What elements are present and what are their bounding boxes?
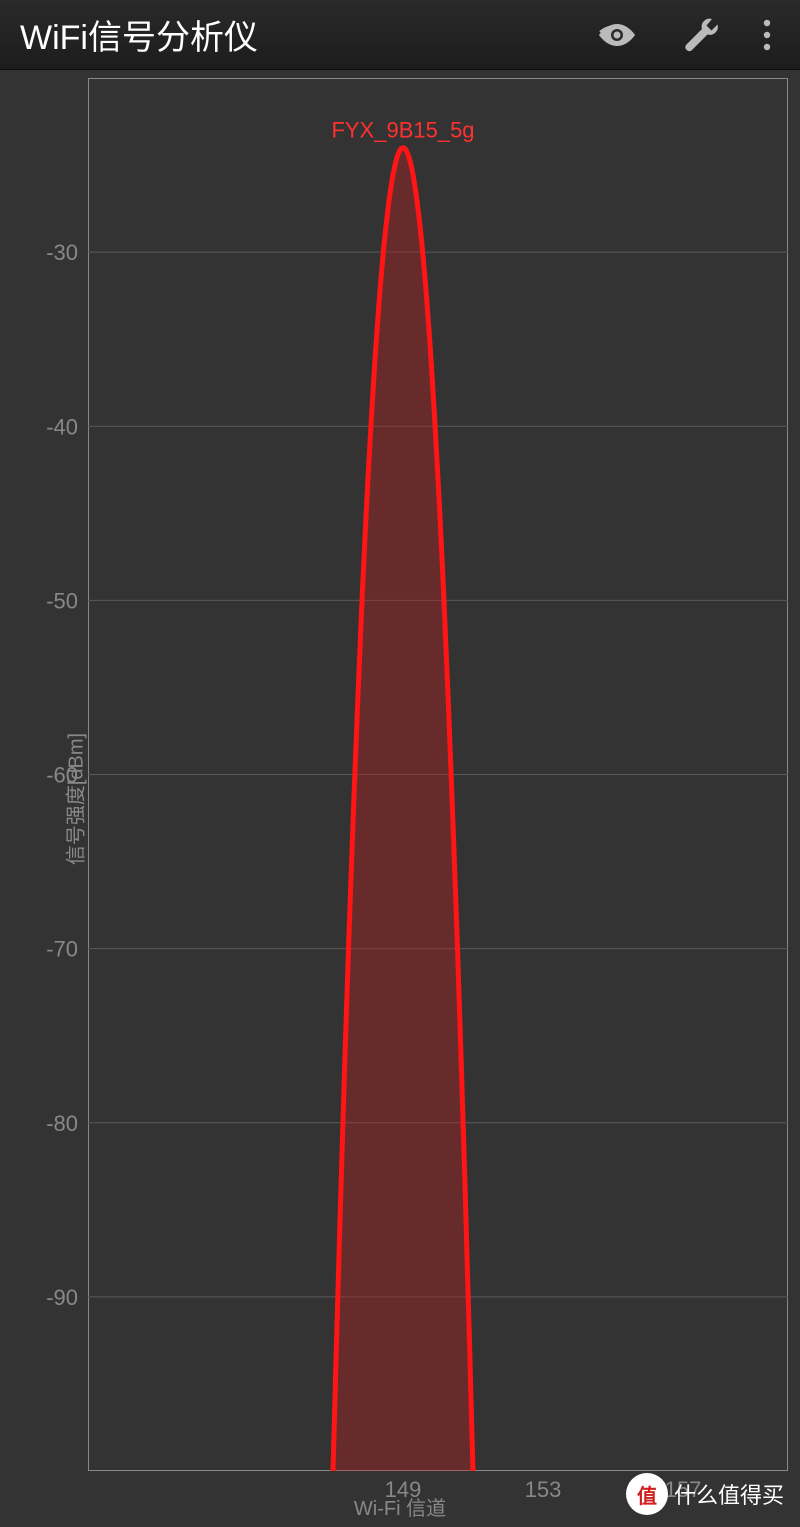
y-tick-label: -70	[46, 937, 78, 962]
y-tick-label: -90	[46, 1285, 78, 1310]
watermark: 值 什么值得买	[626, 1473, 784, 1515]
y-tick-label: -40	[46, 414, 78, 439]
wrench-icon[interactable]	[680, 15, 720, 55]
menu-icon[interactable]	[762, 18, 772, 52]
app-header: WiFi信号分析仪	[0, 0, 800, 70]
plot-area: -30-40-50-60-70-80-90149153157FYX_9B15_5…	[88, 78, 788, 1471]
y-tick-label: -80	[46, 1111, 78, 1136]
y-tick-label: -60	[46, 763, 78, 788]
y-tick-label: -30	[46, 240, 78, 265]
x-tick-label: 153	[525, 1477, 562, 1502]
header-actions	[596, 15, 780, 55]
app-title: WiFi信号分析仪	[20, 10, 596, 59]
signal-chart: -30-40-50-60-70-80-90149153157FYX_9B15_5…	[88, 78, 788, 1471]
x-tick-label: 149	[385, 1477, 422, 1502]
chart-container: 信号强度[dBm] Wi-Fi 信道 -30-40-50-60-70-80-90…	[0, 70, 800, 1527]
eye-icon[interactable]	[596, 22, 638, 48]
ssid-label: FYX_9B15_5g	[331, 118, 474, 143]
watermark-text: 什么值得买	[674, 1478, 784, 1510]
watermark-badge: 值	[626, 1473, 668, 1515]
y-axis-label: 信号强度[dBm]	[60, 732, 89, 864]
y-tick-label: -50	[46, 588, 78, 613]
